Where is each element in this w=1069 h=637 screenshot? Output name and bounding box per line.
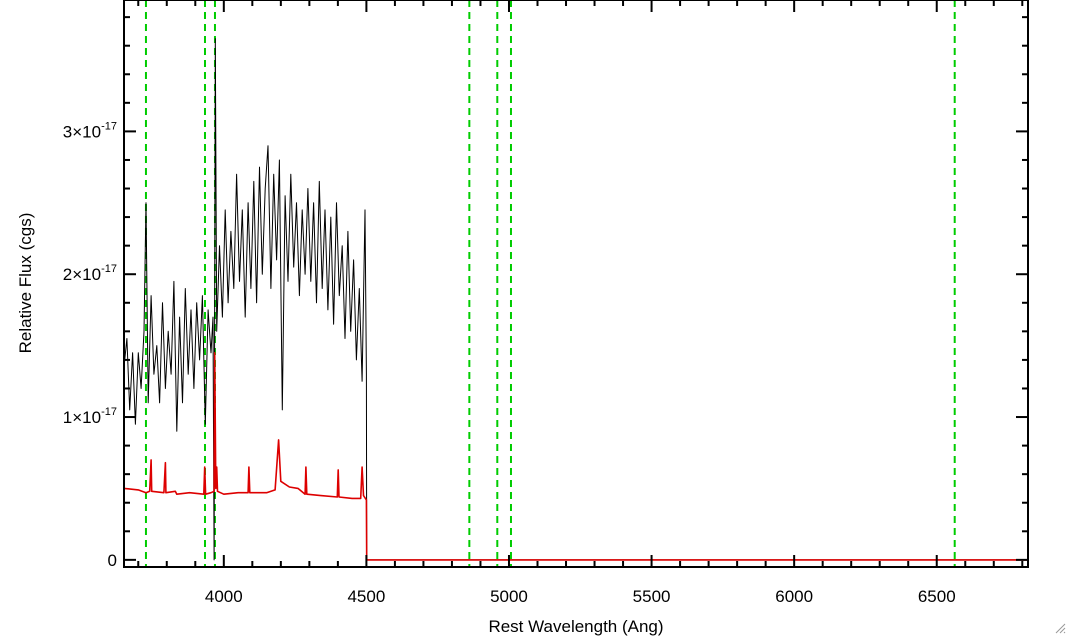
- y-tick-labels: 0 1×10-17 2×10-17 3×10-17: [63, 120, 117, 569]
- spectrum-line-0: [124, 38, 1028, 561]
- plot-frame: [123, 0, 1029, 568]
- emission-line-markers: [144, 0, 956, 567]
- y-tick-label: 0: [108, 551, 117, 570]
- y-axis-label: Relative Flux (cgs): [16, 213, 35, 354]
- y-tick-label: 2×10-17: [63, 263, 117, 284]
- x-axis-label: Rest Wavelength (Ang): [488, 617, 663, 636]
- x-tick-label: 5000: [490, 587, 528, 606]
- x-tick-labels: 4000 4500 5000 5500 6000 6500: [205, 587, 956, 606]
- y-tick-label: 3×10-17: [63, 120, 117, 141]
- x-tick-label: 5500: [633, 587, 671, 606]
- x-tick-label: 6000: [775, 587, 813, 606]
- x-tick-label: 6500: [918, 587, 956, 606]
- x-tick-label: 4500: [347, 587, 385, 606]
- x-tick-label: 4000: [205, 587, 243, 606]
- spectrum-series: [124, 38, 1028, 561]
- axis-ticks: [124, 0, 1028, 567]
- spectrum-line-1: [124, 352, 1028, 561]
- resize-grip-icon[interactable]: [1054, 622, 1066, 634]
- y-tick-label: 1×10-17: [63, 406, 117, 427]
